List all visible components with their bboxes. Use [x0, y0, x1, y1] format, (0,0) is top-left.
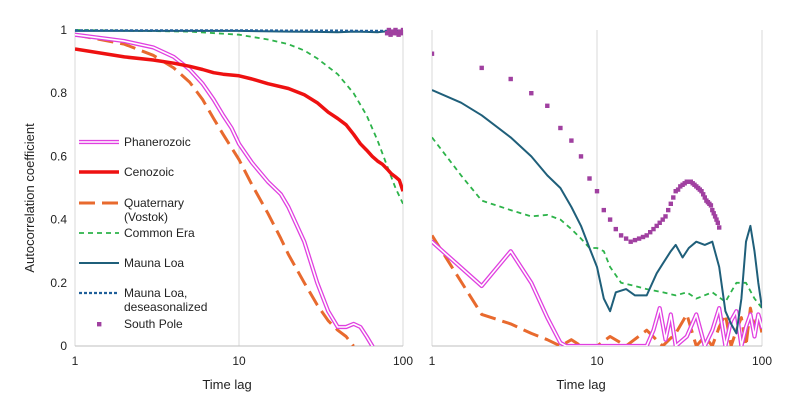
x-axis-title: Time lag [202, 377, 251, 392]
y-tick-label: 0 [60, 339, 67, 353]
legend-label: (Vostok) [124, 210, 168, 224]
series-south-pole-point [702, 195, 707, 200]
series-south-pole-point [479, 65, 484, 71]
y-axis-title: Autocorrelation coefficient [22, 123, 37, 273]
series-south-pole-point [699, 189, 704, 194]
y-tick-label: 0.2 [50, 276, 67, 290]
y-tick-label: 0.6 [50, 149, 67, 163]
series-south-pole-point [594, 189, 600, 194]
legend: Phanerozoic Cenozoic Quaternary(Vostok) Com… [79, 135, 207, 331]
series-south-pole-point [607, 217, 613, 222]
series-south-pole-point [569, 138, 574, 143]
series-south-pole-point [558, 125, 563, 131]
series-south-pole-point [654, 223, 659, 229]
legend-label: Quaternary [124, 196, 184, 210]
x-tick-label: 1 [72, 354, 79, 368]
series-quaternary-vostok-line [432, 234, 762, 346]
left-panel: 0 0.2 0.4 0.6 0.8 1 1 10 100 Time lag Autocorrelat… [22, 23, 413, 392]
series-south-pole-point [678, 184, 683, 189]
x-tick-label: 10 [232, 354, 246, 368]
legend-label: Mauna Loa [124, 256, 184, 270]
y-tick-label: 1 [60, 23, 67, 37]
series-south-pole-point [386, 27, 392, 33]
series-south-pole-point [529, 91, 534, 96]
series-south-pole-point [391, 31, 397, 36]
series-south-pole-point [651, 226, 656, 232]
series-south-pole-point [657, 220, 662, 225]
y-tick-label: 0.4 [50, 213, 67, 227]
series-quaternary-vostok-line [75, 33, 355, 346]
series-south-pole-point [636, 236, 642, 241]
series-south-pole-point [675, 187, 681, 192]
series-mauna-loa-line [432, 89, 762, 335]
legend-label: deseasonalized [124, 300, 207, 314]
series-south-pole-point [708, 203, 714, 208]
series-south-pole-point [399, 31, 403, 36]
series-south-pole-point [712, 214, 718, 219]
series-phanerozoic-line-inner [75, 33, 374, 346]
series-phanerozoic-line [75, 32, 375, 346]
right-series-group [432, 51, 762, 346]
series-common-era-line [75, 29, 403, 205]
series-south-pole-point [432, 51, 435, 56]
series-south-pole-point [628, 239, 633, 244]
series-south-pole-point [714, 217, 719, 222]
series-south-pole-point [648, 230, 653, 235]
right-panel: 1 10 100 Time lag [429, 30, 772, 392]
legend-label: Cenozoic [124, 165, 174, 179]
legend-label: Common Era [124, 226, 195, 240]
series-south-pole-point [710, 207, 715, 213]
series-south-pole-point [668, 201, 673, 206]
series-south-pole-point [400, 27, 403, 33]
series-south-pole-point [715, 220, 720, 225]
series-south-pole-point [660, 217, 665, 222]
series-south-pole-point [673, 189, 678, 194]
series-south-pole-point [618, 233, 624, 238]
y-tick-label: 0.8 [50, 86, 67, 100]
series-south-pole-point [717, 225, 722, 230]
series-south-pole-point [587, 176, 592, 181]
left-series-group [75, 27, 403, 346]
legend-label: Mauna Loa, [124, 286, 187, 300]
series-south-pole-point [613, 226, 618, 232]
series-south-pole-point [666, 207, 671, 213]
x-tick-label: 10 [590, 354, 604, 368]
series-south-pole-point [508, 76, 513, 82]
series-south-pole-point [601, 207, 606, 213]
series-phanerozoic-line-inner [432, 240, 762, 346]
legend-swatch-south-pole [97, 322, 102, 327]
series-south-pole-point [632, 237, 638, 243]
series-south-pole-point [396, 32, 401, 37]
series-south-pole-point [711, 211, 716, 216]
series-south-pole-point [663, 214, 668, 219]
series-south-pole-point [578, 154, 584, 159]
x-tick-label: 100 [393, 354, 413, 368]
legend-label: Phanerozoic [124, 135, 191, 149]
x-axis-title: Time lag [556, 377, 605, 392]
series-south-pole-point [393, 27, 398, 33]
series-south-pole-point [640, 234, 646, 240]
series-cenozoic-line [75, 47, 403, 192]
series-south-pole-point [671, 195, 676, 200]
series-south-pole-point [388, 32, 393, 37]
legend-label: South Pole [124, 317, 183, 331]
series-south-pole-point [644, 233, 649, 238]
series-south-pole-point [623, 236, 629, 241]
series-south-pole-point [545, 103, 550, 108]
series-south-pole-point [701, 192, 706, 197]
x-tick-label: 100 [752, 354, 772, 368]
series-south-pole-point [384, 31, 390, 36]
x-tick-label: 1 [429, 354, 436, 368]
